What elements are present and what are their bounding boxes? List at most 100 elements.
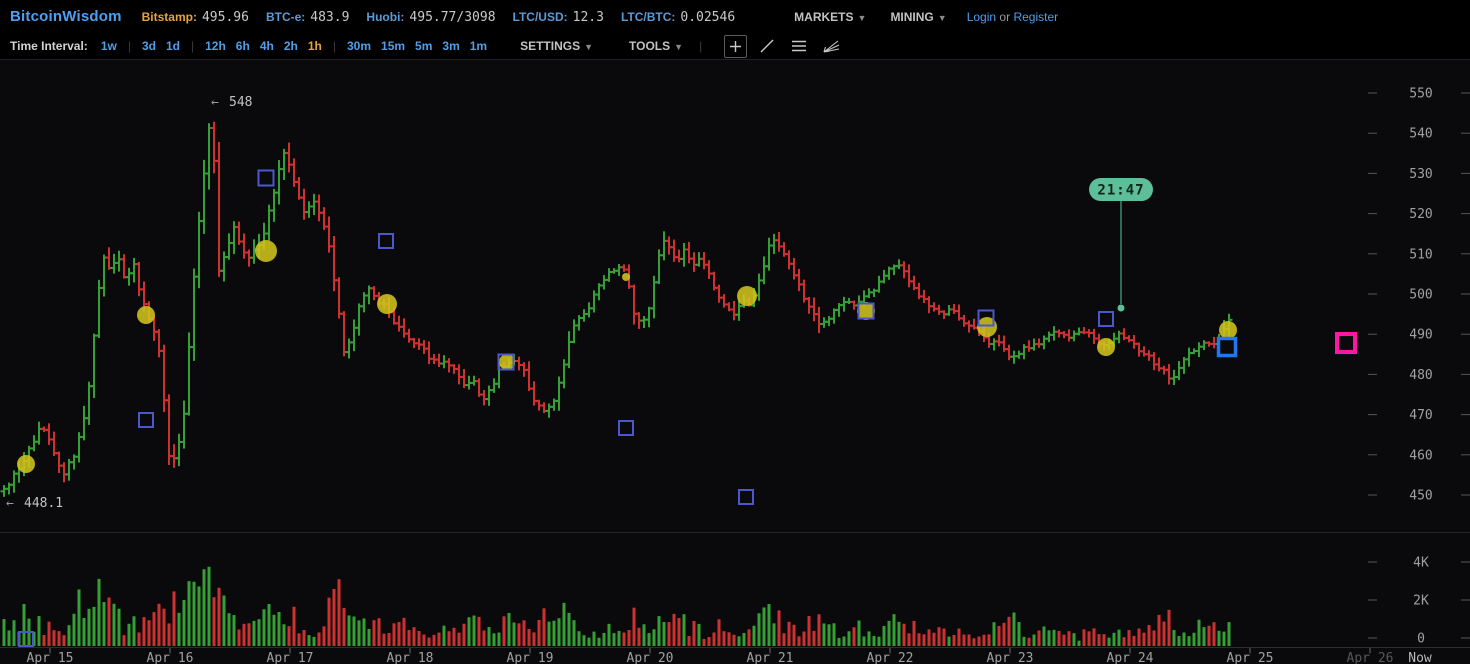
- buy-marker-circle[interactable]: [1097, 338, 1115, 356]
- active-order-marker-square[interactable]: [1216, 336, 1238, 358]
- interval-4h[interactable]: 4h: [259, 39, 274, 53]
- buy-marker-circle[interactable]: [377, 294, 397, 314]
- volume-axis: 4K 2K 0: [1368, 556, 1470, 647]
- interval-12h[interactable]: 12h: [205, 39, 226, 53]
- now-label: Now: [1408, 651, 1432, 664]
- order-marker-square[interactable]: [138, 412, 154, 428]
- candlestick-chart[interactable]: 5505405305205105004904804704604504K2K0Ap…: [0, 60, 1470, 664]
- price-tick-label: 540: [1409, 127, 1432, 142]
- order-marker-square[interactable]: [257, 169, 275, 187]
- chevron-down-icon: ▼: [674, 42, 684, 52]
- buy-marker-circle[interactable]: [137, 306, 155, 324]
- chart-toolbar: Time Interval: 1w | 3d 1d | 12h 6h 4h 2h 1h | 30m 15…: [0, 33, 1470, 60]
- price-tick-label: 490: [1409, 328, 1432, 343]
- price-tick-label: 480: [1409, 368, 1432, 383]
- order-marker-square[interactable]: [738, 489, 754, 505]
- buy-marker-circle[interactable]: [622, 273, 630, 281]
- order-marker-square[interactable]: [857, 302, 875, 320]
- session-low-label: 448.1: [24, 496, 63, 511]
- mining-menu-label: MINING: [890, 9, 934, 24]
- ticker-item[interactable]: LTC/USD: 12.3: [513, 8, 604, 26]
- date-tick-label: Apr 21: [747, 651, 794, 664]
- date-tick-label: Apr 18: [387, 651, 434, 664]
- order-marker-square[interactable]: [497, 353, 515, 371]
- interval-3d[interactable]: 3d: [141, 39, 156, 53]
- interval-2h[interactable]: 2h: [283, 39, 298, 53]
- ticker-label: BTC-e:: [265, 9, 306, 24]
- auth-or-text: or: [999, 9, 1011, 24]
- ticker-value: 495.96: [201, 9, 249, 25]
- settings-menu[interactable]: SETTINGS ▼: [520, 39, 593, 53]
- ticker-item[interactable]: BTC-e: 483.9: [266, 8, 349, 26]
- high-arrow-icon: ←: [211, 95, 219, 110]
- interval-6h[interactable]: 6h: [235, 39, 250, 53]
- order-marker-square[interactable]: [977, 309, 995, 327]
- interval-1h[interactable]: 1h: [307, 39, 322, 53]
- countdown-pill: [1089, 178, 1153, 201]
- session-high-label: 548: [229, 95, 252, 110]
- order-marker-square[interactable]: [1098, 311, 1114, 327]
- interval-3m[interactable]: 3m: [442, 39, 460, 53]
- ticker-item[interactable]: Bitstamp: 495.96: [142, 8, 249, 26]
- interval-1w[interactable]: 1w: [100, 39, 117, 53]
- chevron-down-icon: ▼: [937, 12, 947, 23]
- interval-15m[interactable]: 15m: [381, 39, 406, 53]
- order-marker-square[interactable]: [618, 420, 634, 436]
- auth-links: Login or Register: [967, 10, 1058, 24]
- order-marker-square[interactable]: [378, 233, 394, 249]
- price-alert-marker-square[interactable]: [1335, 332, 1357, 354]
- markets-menu-label: MARKETS: [794, 9, 854, 24]
- interval-selector: 1w | 3d 1d | 12h 6h 4h 2h 1h | 30m 15m 5m 3m 1m: [96, 39, 492, 53]
- candle-countdown: 21:47: [1089, 178, 1153, 312]
- ticker-label: LTC/BTC:: [620, 9, 676, 24]
- login-link[interactable]: Login: [966, 9, 997, 24]
- interval-30m[interactable]: 30m: [346, 39, 372, 53]
- toolbar-divider: |: [699, 39, 703, 53]
- tools-menu-label: TOOLS: [629, 39, 671, 53]
- mining-menu[interactable]: MINING ▼: [890, 10, 946, 24]
- ticker-label: LTC/USD:: [512, 9, 568, 24]
- horizontal-lines-tool-icon[interactable]: [787, 36, 811, 57]
- chevron-down-icon: ▼: [857, 12, 867, 23]
- order-marker-square[interactable]: [18, 631, 34, 647]
- ticker-value: 12.3: [572, 9, 604, 25]
- volume-tick-label: 0: [1417, 632, 1425, 647]
- register-link[interactable]: Register: [1013, 9, 1059, 24]
- buy-marker-circle[interactable]: [255, 240, 277, 262]
- ticker-item[interactable]: LTC/BTC: 0.02546: [621, 8, 735, 26]
- interval-1m[interactable]: 1m: [469, 39, 488, 53]
- fan-lines-tool-icon[interactable]: [819, 36, 843, 57]
- buy-marker-circle[interactable]: [857, 302, 875, 320]
- date-tick-label: Apr 20: [627, 651, 674, 664]
- date-tick-label: Apr 16: [147, 651, 194, 664]
- volume-series: [2, 566, 1231, 646]
- price-annotations: ← 548 ← 448.1: [6, 95, 252, 511]
- low-arrow-icon: ←: [6, 496, 14, 511]
- interval-5m[interactable]: 5m: [415, 39, 433, 53]
- buy-marker-circle[interactable]: [499, 354, 515, 370]
- price-tick-label: 460: [1409, 448, 1432, 463]
- date-tick-label: Apr 25: [1227, 651, 1274, 664]
- tools-menu[interactable]: TOOLS ▼: [629, 39, 683, 53]
- date-tick-label: Apr 22: [867, 651, 914, 664]
- trendline-tool-icon[interactable]: [755, 36, 779, 57]
- interval-group-divider: |: [332, 39, 336, 53]
- countdown-timer-label: 21:47: [1097, 183, 1144, 199]
- date-tick-label: Apr 17: [267, 651, 314, 664]
- buy-marker-circle[interactable]: [737, 286, 757, 306]
- buy-marker-circle[interactable]: [17, 455, 35, 473]
- chevron-down-icon: ▼: [584, 42, 594, 52]
- price-axis: 550 540 530 520 510 500 490 480 470 460 450: [1368, 87, 1470, 504]
- crosshair-tool-icon[interactable]: [724, 34, 748, 58]
- ticker-item[interactable]: Huobi: 495.77/3098: [366, 8, 495, 26]
- buy-marker-circle[interactable]: [1219, 321, 1237, 339]
- volume-tick-label: 2K: [1413, 594, 1429, 609]
- price-tick-label: 530: [1409, 167, 1432, 182]
- interval-group-divider: |: [127, 39, 131, 53]
- interval-1d[interactable]: 1d: [165, 39, 180, 53]
- time-axis: Apr 15 Apr 16 Apr 17 Apr 18 Apr 19 Apr 20 Apr …: [27, 648, 1432, 664]
- app-logo[interactable]: BitcoinWisdom: [10, 8, 122, 25]
- buy-marker-circle[interactable]: [977, 317, 997, 337]
- date-tick-label: Apr 19: [507, 651, 554, 664]
- markets-menu[interactable]: MARKETS ▼: [794, 10, 866, 24]
